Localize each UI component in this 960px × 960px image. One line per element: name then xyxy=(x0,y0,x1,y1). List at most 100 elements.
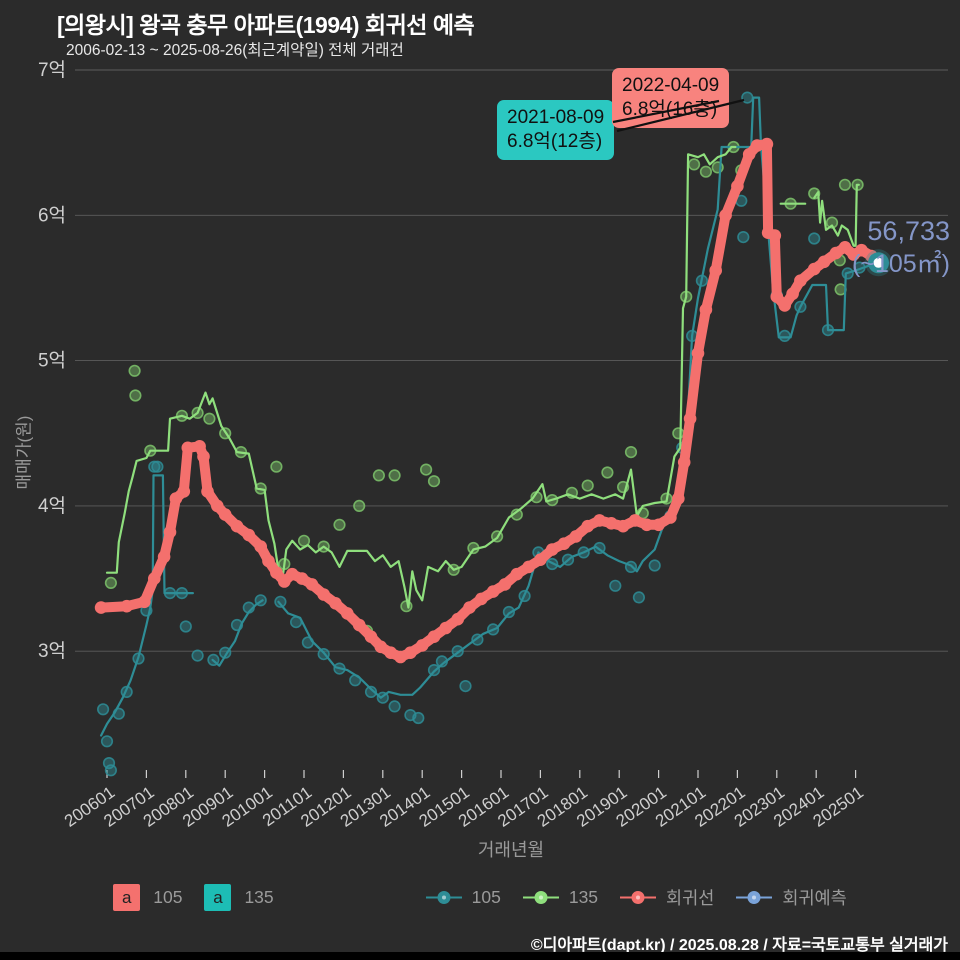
series-marker-회귀선 xyxy=(177,485,191,498)
series-marker-회귀선 xyxy=(415,639,429,652)
legend-marker-icon xyxy=(522,891,559,904)
series-marker-회귀선 xyxy=(545,543,559,556)
scatter-dot-135[interactable] xyxy=(270,460,283,473)
annotation-2021-08-09[interactable]: 2021-08-09 6.8억(12층) xyxy=(497,100,615,160)
y-tick-label: 4억 xyxy=(38,495,66,517)
y-tick-label: 7억 xyxy=(38,59,66,81)
series-marker-회귀선 xyxy=(605,517,618,530)
chart-legend: a 105 a 135 105 xyxy=(0,884,960,911)
series-marker-회귀선 xyxy=(181,441,195,455)
scatter-dot-105[interactable] xyxy=(502,605,516,619)
series-marker-회귀선 xyxy=(807,262,821,276)
scatter-dot-135[interactable] xyxy=(838,178,852,191)
scatter-dot-135[interactable] xyxy=(420,463,433,476)
scatter-dot-135[interactable] xyxy=(353,499,366,513)
series-marker-회귀선 xyxy=(427,630,441,643)
legend-bar-item-135[interactable]: a 135 xyxy=(204,884,274,911)
series-line-회귀선[interactable] xyxy=(96,139,877,662)
scatter-dot-135[interactable] xyxy=(672,427,685,440)
series-marker-회귀선 xyxy=(218,508,232,521)
series-line-105[interactable] xyxy=(99,474,194,737)
series-marker-회귀선 xyxy=(242,528,256,542)
scatter-dot-105[interactable] xyxy=(737,231,750,244)
scatter-dot-135[interactable] xyxy=(601,466,614,479)
series-marker-회귀선 xyxy=(510,567,524,581)
series-marker-회귀선 xyxy=(794,274,807,288)
scatter-dot-135[interactable] xyxy=(104,576,117,590)
series-line-135[interactable] xyxy=(105,145,737,609)
series-marker-회귀선 xyxy=(329,597,342,610)
scatter-dot-105[interactable] xyxy=(609,579,622,592)
series-line-135[interactable] xyxy=(813,183,860,247)
scatter-dot-135[interactable] xyxy=(203,412,216,425)
scatter-dot-135[interactable] xyxy=(388,469,401,482)
annotation-price: 6.8억(16층) xyxy=(622,99,718,120)
series-marker-회귀선 xyxy=(709,264,722,277)
scatter-dot-105[interactable] xyxy=(148,460,161,473)
series-marker-회귀선 xyxy=(270,566,283,579)
scatter-dot-105[interactable] xyxy=(104,764,117,777)
series-marker-회귀선 xyxy=(616,519,630,533)
series-marker-회귀선 xyxy=(778,299,791,312)
legend-label: 회귀선 xyxy=(666,888,715,908)
series-marker-회귀선 xyxy=(557,537,571,550)
scatter-dot-135[interactable] xyxy=(699,165,713,178)
scatter-dot-135[interactable] xyxy=(372,469,386,482)
scatter-dot-105[interactable] xyxy=(179,620,192,633)
x-axis-label: 거래년월 xyxy=(477,840,545,860)
scatter-dot-105[interactable] xyxy=(388,700,401,713)
legend-line-item-회귀선[interactable]: 회귀선 xyxy=(620,885,714,910)
series-marker-회귀선 xyxy=(197,450,210,463)
series-marker-회귀선 xyxy=(699,303,713,317)
series-marker-회귀선 xyxy=(262,554,275,568)
scatter-dot-105[interactable] xyxy=(648,559,661,572)
scatter-dot-105[interactable] xyxy=(632,591,646,604)
series-marker-회귀선 xyxy=(731,179,744,193)
scatter-dot-105[interactable] xyxy=(808,232,821,245)
scatter-dot-105[interactable] xyxy=(96,703,110,716)
scatter-dot-135[interactable] xyxy=(128,364,141,377)
scatter-dot-135[interactable] xyxy=(581,479,594,492)
scatter-dot-105[interactable] xyxy=(151,460,164,473)
legend-line-item-135[interactable]: 135 xyxy=(522,887,598,908)
scatter-dot-135[interactable] xyxy=(129,389,142,402)
series-line-105[interactable] xyxy=(277,96,879,699)
legend-bar-item-105[interactable]: a 105 xyxy=(113,884,182,911)
scatter-dot-105[interactable] xyxy=(741,91,754,104)
legend-swatch-icon: a xyxy=(113,884,141,911)
series-marker-회귀선 xyxy=(569,530,583,543)
series-marker-회귀선 xyxy=(394,650,407,664)
series-marker-회귀선 xyxy=(498,578,512,591)
scatter-dot-135[interactable] xyxy=(687,158,701,171)
scatter-dot-105[interactable] xyxy=(100,735,114,748)
scatter-dot-135[interactable] xyxy=(427,475,441,488)
series-marker-회귀선 xyxy=(475,592,488,606)
series-marker-회귀선 xyxy=(742,148,756,161)
scatter-dot-105[interactable] xyxy=(364,685,378,699)
legend-line-item-회귀예측[interactable]: 회귀예측 xyxy=(736,885,847,910)
legend-line-item-105[interactable]: 105 xyxy=(425,887,501,908)
series-marker-회귀선 xyxy=(838,241,852,254)
series-marker-회귀선 xyxy=(463,601,476,614)
series-marker-회귀선 xyxy=(640,518,654,532)
scatter-dot-135[interactable] xyxy=(333,518,346,531)
scatter-dot-135[interactable] xyxy=(624,446,638,459)
series-marker-회귀선 xyxy=(341,607,354,620)
bottom-bar xyxy=(0,952,960,960)
scatter-dot-135[interactable] xyxy=(825,216,839,229)
annotation-date: 2022-04-09 xyxy=(622,75,720,96)
series-marker-회귀선 xyxy=(404,646,417,659)
annotation-2022-04-09[interactable]: 2022-04-09 6.8억(16층) xyxy=(612,68,730,128)
scatter-dot-105[interactable] xyxy=(459,679,472,693)
y-tick-label: 5억 xyxy=(38,350,66,372)
scatter-dot-105[interactable] xyxy=(412,711,425,725)
scatter-dot-105[interactable] xyxy=(778,329,791,343)
legend-label: 회귀예측 xyxy=(782,888,847,908)
prediction-endpoint-dot xyxy=(873,257,884,268)
scatter-dot-105[interactable] xyxy=(274,595,287,608)
scatter-dot-105[interactable] xyxy=(191,649,204,662)
y-axis-label: 매매가(원) xyxy=(14,415,34,490)
series-marker-회귀선 xyxy=(254,540,267,553)
series-line-105[interactable] xyxy=(211,599,264,667)
